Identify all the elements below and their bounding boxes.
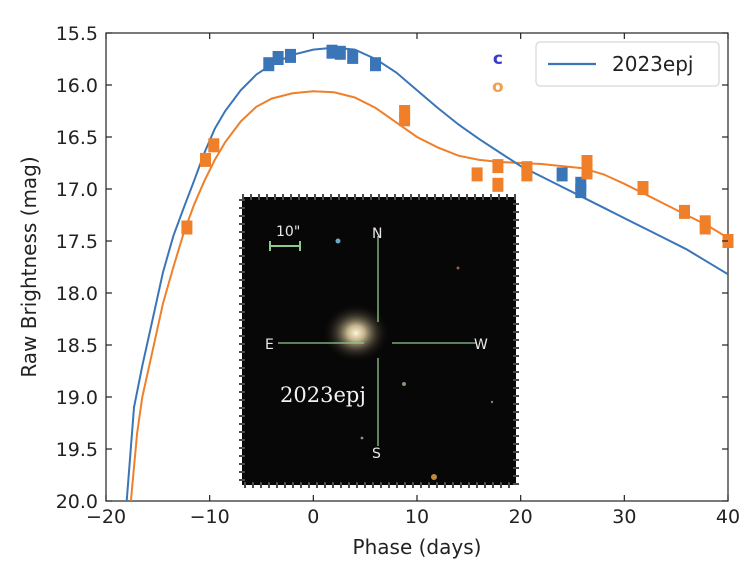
- inset-south-label: S: [372, 446, 381, 462]
- y-tick-label: 18.0: [56, 283, 98, 305]
- x-tick-label: 20: [509, 506, 533, 528]
- y-tick-label: 16.0: [56, 75, 98, 97]
- y-axis-title: Raw Brightness (mag): [17, 156, 41, 377]
- data-point-c: [556, 167, 568, 182]
- data-point-o: [699, 220, 711, 235]
- inset-west-label: W: [474, 337, 488, 353]
- host-galaxy: [322, 303, 390, 363]
- band-label-o: o: [492, 77, 504, 97]
- data-point-o: [637, 181, 649, 195]
- inset-star: [402, 382, 406, 386]
- scale-label: 10": [276, 224, 300, 240]
- data-point-c: [272, 51, 284, 65]
- band-labels: co: [492, 49, 504, 97]
- data-point-o: [399, 105, 411, 119]
- data-point-c: [575, 184, 587, 199]
- series-c-model-line: [125, 46, 728, 501]
- inset-star: [335, 238, 341, 244]
- y-tick-label: 16.5: [56, 127, 98, 149]
- data-point-o: [471, 167, 483, 182]
- y-tick-label: 20.0: [56, 491, 98, 513]
- data-point-o: [581, 155, 593, 169]
- inset-star: [456, 266, 460, 270]
- data-point-c: [347, 49, 359, 64]
- y-tick-label: 17.0: [56, 179, 98, 201]
- data-point-o: [679, 204, 690, 219]
- band-label-c: c: [493, 49, 503, 69]
- series-o-model-line: [129, 90, 728, 501]
- data-point-c: [334, 45, 346, 60]
- data-point-o: [399, 112, 411, 127]
- inset-north-label: N: [372, 226, 382, 242]
- data-point-o: [492, 159, 504, 174]
- y-tick-label: 19.5: [56, 439, 98, 461]
- inset-frame-ticks: [239, 194, 519, 488]
- data-point-o: [521, 167, 533, 182]
- data-point-c: [575, 176, 587, 191]
- legend-label: 2023epj: [612, 52, 693, 76]
- y-tick-label: 17.5: [56, 231, 98, 253]
- observed-points: [181, 44, 734, 248]
- inset-image: 10" N S E W 2023epj: [239, 194, 519, 488]
- data-point-o: [492, 177, 504, 192]
- data-point-o: [200, 152, 211, 167]
- x-tick-label: 30: [612, 506, 636, 528]
- y-tick-label: 19.0: [56, 387, 98, 409]
- inset-object-label: 2023epj: [280, 383, 366, 407]
- data-point-c: [326, 44, 338, 59]
- model-curves: [125, 46, 728, 501]
- x-tick-label: −10: [190, 506, 230, 528]
- inset-star: [431, 474, 437, 480]
- x-tick-label: 10: [405, 506, 429, 528]
- inset-star: [490, 400, 494, 404]
- inset-star: [360, 436, 364, 440]
- inset-east-label: E: [265, 337, 274, 353]
- x-tick-label: 40: [716, 506, 740, 528]
- y-tick-label: 15.5: [56, 23, 98, 45]
- data-point-c: [263, 57, 275, 72]
- data-point-c: [370, 57, 381, 72]
- data-point-o: [208, 138, 220, 153]
- data-point-o: [581, 165, 593, 180]
- data-point-o: [181, 220, 193, 235]
- axes: −20 −10 0 10 20 30 40 15.5 16.0 16.5 17.0 17.5 18.0 1…: [56, 23, 740, 528]
- x-axis-title: Phase (days): [353, 535, 482, 559]
- legend: 2023epj: [535, 41, 720, 87]
- data-point-c: [285, 48, 296, 63]
- y-tick-label: 18.5: [56, 335, 98, 357]
- x-tick-label: −20: [86, 506, 126, 528]
- legend-box: [535, 41, 720, 87]
- x-tick-label: 0: [307, 506, 319, 528]
